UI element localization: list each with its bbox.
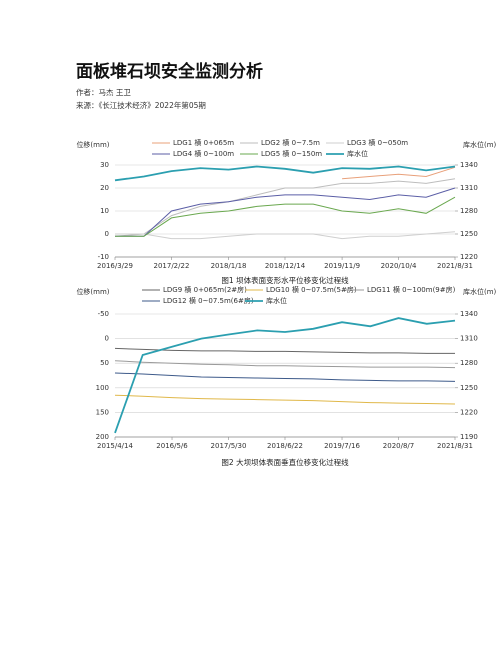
legend-label: LDG9 横 0+065m(2#房) — [163, 285, 247, 294]
series-line — [115, 187, 456, 237]
chart-caption: 图2 大坝坝体表面垂直位移变化过程线 — [221, 457, 349, 467]
y2-tick-label: 1280 — [460, 359, 478, 367]
legend-label: 库水位 — [266, 296, 287, 305]
legend-label: LDG5 横 0~150m — [261, 149, 322, 158]
y2-axis-label: 库水位(m) — [463, 140, 497, 149]
x-tick-label: 2018/6/22 — [267, 442, 303, 450]
series-line — [114, 372, 456, 382]
y2-tick-label: 1340 — [460, 161, 478, 169]
x-tick-label: 2017/5/30 — [211, 442, 247, 450]
series-line — [342, 166, 456, 180]
y-axis-label: 位移(mm) — [76, 140, 109, 149]
x-tick-label: 2018/12/14 — [265, 262, 306, 270]
doc-source: 来源：《长江技术经济》2022年第05期 — [76, 100, 206, 110]
chart-caption: 图1 坝体表面变形水平位移变化过程线 — [221, 275, 349, 285]
series-line — [115, 196, 456, 237]
series-line — [115, 231, 456, 240]
y2-tick-label: 1310 — [460, 335, 478, 343]
series-line — [114, 165, 456, 182]
series-line — [114, 394, 456, 405]
y-tick-label: 20 — [100, 184, 109, 192]
x-tick-label: 2020/10/4 — [381, 262, 417, 270]
y-tick-label: 10 — [100, 207, 109, 215]
doc-title: 面板堆石坝安全监测分析 — [76, 61, 263, 82]
y-tick-label: 100 — [96, 384, 109, 392]
y2-tick-label: 1220 — [460, 408, 478, 416]
x-tick-label: 2018/1/18 — [211, 262, 247, 270]
y-tick-label: 0 — [105, 335, 109, 343]
legend-label: LDG1 横 0+065m — [173, 138, 234, 147]
doc-author: 作者：马杰 王卫 — [76, 87, 131, 97]
y2-tick-label: 1190 — [460, 433, 478, 441]
x-tick-label: 2019/11/9 — [324, 262, 360, 270]
x-tick-label: 2020/8/7 — [383, 442, 414, 450]
legend-label: LDG2 横 0~7.5m — [261, 138, 320, 147]
y2-tick-label: 1220 — [460, 253, 478, 261]
legend-label: LDG4 横 0~100m — [173, 149, 234, 158]
legend-label: 库水位 — [347, 149, 368, 158]
x-tick-label: 2016/5/6 — [156, 442, 188, 450]
x-tick-label: 2015/4/14 — [97, 442, 133, 450]
legend-label: LDG3 横 0~050m — [347, 138, 408, 147]
legend-label: LDG12 横 0~07.5m(6#房) — [163, 296, 254, 305]
y-tick-label: 200 — [96, 433, 109, 441]
y2-tick-label: 1340 — [460, 310, 478, 318]
y-tick-label: 0 — [105, 230, 109, 238]
y-tick-label: -50 — [98, 310, 109, 318]
y-axis-label: 位移(mm) — [76, 287, 109, 296]
x-tick-label: 2021/8/31 — [437, 262, 473, 270]
x-tick-label: 2021/8/31 — [437, 442, 473, 450]
legend-label: LDG10 横 0~07.5m(5#房) — [266, 285, 357, 294]
series-line — [114, 347, 455, 354]
series-line — [114, 360, 456, 369]
x-tick-label: 2017/2/22 — [154, 262, 190, 270]
y2-tick-label: 1280 — [460, 207, 478, 215]
y2-axis-label: 库水位(m) — [463, 287, 497, 296]
y2-tick-label: 1250 — [460, 384, 478, 392]
y-tick-label: -10 — [98, 253, 109, 261]
legend-label: LDG11 横 0~100m(9#房) — [367, 285, 456, 294]
series-line — [114, 317, 456, 434]
y2-tick-label: 1310 — [460, 184, 478, 192]
y-tick-label: 150 — [96, 408, 109, 416]
y2-tick-label: 1250 — [460, 230, 478, 238]
x-tick-label: 2019/7/16 — [324, 442, 360, 450]
x-tick-label: 2016/3/29 — [97, 262, 133, 270]
y-tick-label: 50 — [100, 359, 109, 367]
y-tick-label: 30 — [100, 161, 109, 169]
series-line — [114, 178, 456, 237]
